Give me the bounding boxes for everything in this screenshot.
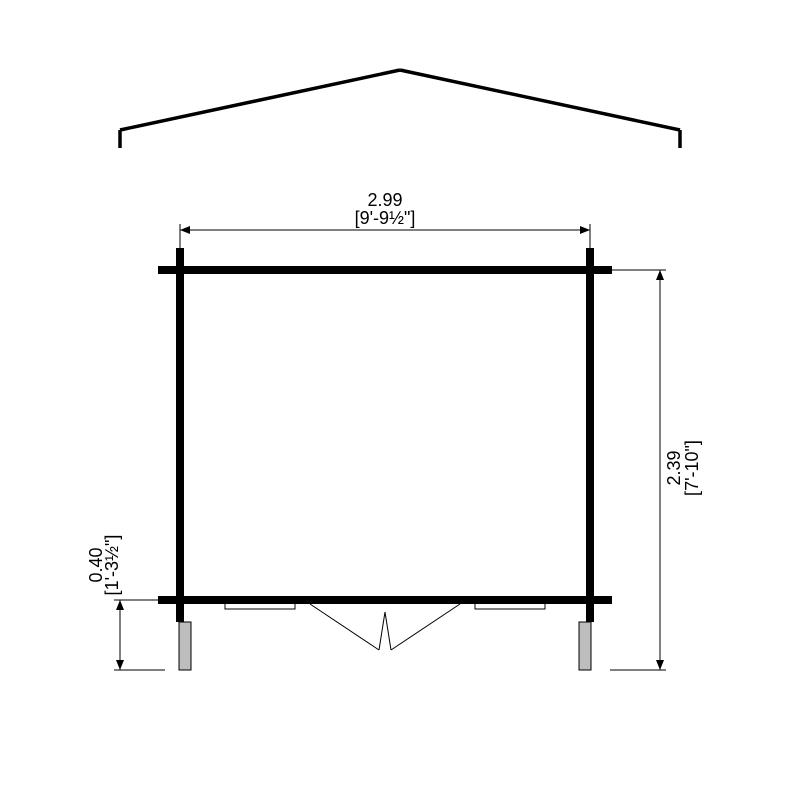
svg-text:2.99: 2.99	[367, 190, 402, 210]
dimension-porch: 0.40[1'-3½"]	[86, 535, 165, 670]
porch-post-right	[579, 622, 591, 670]
svg-text:[1'-3½"]: [1'-3½"]	[102, 535, 122, 596]
svg-text:2.39: 2.39	[664, 450, 684, 485]
dimension-width: 2.99[9'-9½"]	[180, 190, 590, 260]
porch-post-left	[179, 622, 191, 670]
svg-text:[7'-10"]: [7'-10"]	[682, 440, 702, 496]
svg-text:[9'-9½"]: [9'-9½"]	[355, 208, 416, 228]
floor-plan	[158, 248, 612, 670]
dimension-depth: 2.39[7'-10"]	[610, 270, 702, 670]
roof-profile	[120, 70, 680, 148]
